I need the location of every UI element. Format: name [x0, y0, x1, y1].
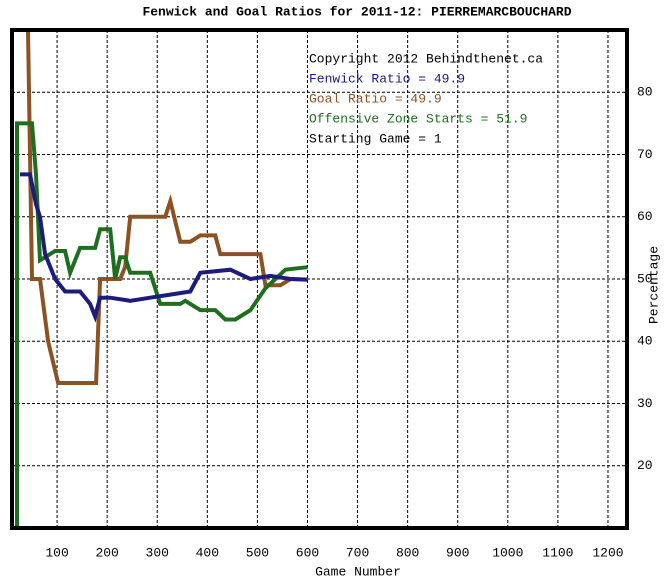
x-tick-label: 900 — [446, 545, 469, 560]
annotation: Copyright 2012 Behindthenet.ca — [309, 51, 543, 66]
x-tick-label: 800 — [396, 545, 419, 560]
x-tick-label: 1100 — [542, 545, 573, 560]
annotation: Offensive Zone Starts = 51.9 — [309, 111, 527, 126]
x-tick-label: 100 — [45, 545, 68, 560]
plot-frame — [10, 28, 629, 530]
y-tick-label: 20 — [637, 458, 653, 473]
y-tick-label: 80 — [637, 85, 653, 100]
y-tick-label: 40 — [637, 334, 653, 349]
grid — [12, 30, 627, 528]
series-line — [26, 30, 308, 385]
annotation: Goal Ratio = 49.9 — [309, 91, 442, 106]
plot — [15, 30, 308, 528]
x-tick-label: 600 — [296, 545, 319, 560]
series-line — [15, 121, 308, 528]
y-axis-label: Percentage — [646, 246, 661, 324]
y-tick-label: 70 — [637, 147, 653, 162]
x-axis-label: Game Number — [315, 564, 401, 579]
annotation: Fenwick Ratio = 49.9 — [309, 71, 465, 86]
annotation: Starting Game = 1 — [309, 131, 442, 146]
x-tick-label: 700 — [346, 545, 369, 560]
x-tick-label: 400 — [196, 545, 219, 560]
x-tick-label: 200 — [95, 545, 118, 560]
series-line — [20, 172, 308, 323]
x-tick-label: 300 — [146, 545, 169, 560]
x-tick-label: 1200 — [592, 545, 623, 560]
x-tick-label: 500 — [246, 545, 269, 560]
y-tick-label: 30 — [637, 396, 653, 411]
y-tick-label: 50 — [637, 271, 653, 286]
x-tick-label: 1000 — [492, 545, 523, 560]
y-tick-label: 60 — [637, 209, 653, 224]
chart-title: Fenwick and Goal Ratios for 2011-12: PIE… — [142, 4, 571, 19]
